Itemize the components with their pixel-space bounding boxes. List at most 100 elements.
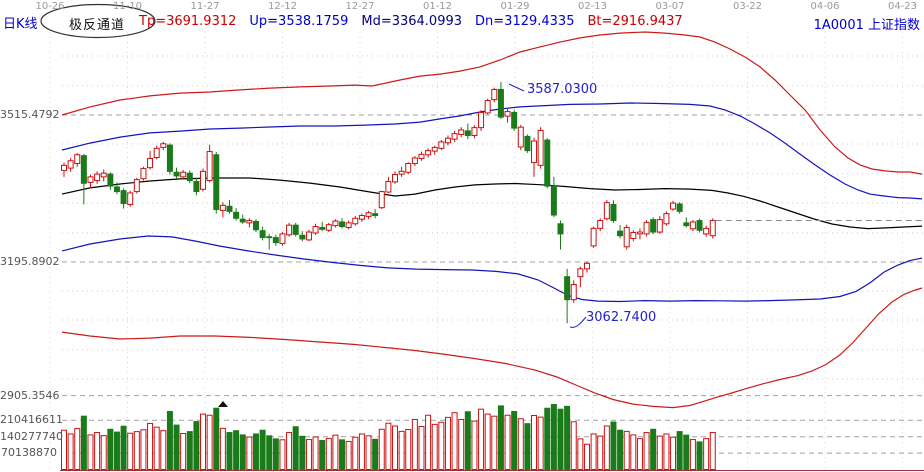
high-annotation-leader-line [508, 83, 525, 92]
volume-axis-label: 210416611 [0, 413, 63, 426]
kline-period-label[interactable]: 日K线 [3, 17, 38, 32]
candle-body [74, 154, 81, 165]
candle-body [670, 202, 677, 210]
channel-line-tp [61, 31, 923, 175]
date-tick-label: 12-12 [267, 1, 298, 12]
volume-bar [213, 407, 220, 470]
volume-bar [511, 411, 518, 470]
indicator-bt-value: Bt=2916.9437 [587, 14, 683, 29]
candle-body [325, 224, 332, 231]
candle-body [266, 236, 273, 239]
volume-axis-label: 140277740 [0, 430, 63, 443]
volume-bar [392, 425, 398, 470]
volume-bar [127, 432, 134, 470]
candle-body [259, 230, 266, 239]
candle-body [564, 276, 571, 301]
candle-body [345, 222, 352, 228]
candle-body [392, 174, 398, 183]
candle-body [676, 203, 683, 212]
date-axis: 10-26 11-10 11-27 12-12 12-27 01-12 01-29 02-13… [0, 0, 924, 14]
candle-body [544, 139, 551, 187]
volume-bar [345, 440, 352, 470]
high-price-annotation: 3587.0300 [527, 82, 598, 97]
candle-body [107, 173, 114, 187]
candle-body [140, 168, 147, 180]
volume-bar [286, 432, 293, 471]
volume-bar [478, 408, 485, 470]
volume-bar [305, 439, 312, 470]
price-axis-label: 3515.4792 [0, 108, 60, 121]
date-tick-label: 10-26 [35, 1, 65, 12]
volume-bar [504, 414, 511, 470]
candle-body [246, 220, 253, 224]
candle-body [643, 221, 650, 235]
volume-bar [564, 405, 571, 470]
candle-body [550, 185, 557, 216]
volume-bar [74, 428, 81, 470]
candle-body [696, 220, 703, 231]
candle-body [431, 146, 438, 152]
indicator-values-row: Tp=3691.9312 Up=3538.1759 Md=3364.0993 D… [139, 14, 683, 29]
date-tick-label: 03-22 [732, 1, 763, 12]
candle-body [305, 231, 312, 241]
volume-bar [610, 421, 617, 471]
indicator-callout-label: 极反通道 [69, 18, 126, 33]
volume-bar [597, 435, 604, 470]
volume-bar [663, 433, 670, 470]
volume-bar [405, 429, 412, 471]
volume-bar [319, 440, 326, 471]
candle-body [352, 217, 359, 225]
volume-bar [623, 430, 630, 471]
volume-bar [292, 426, 299, 470]
candle-body [153, 147, 160, 159]
candle-body [358, 215, 365, 220]
volume-bar [113, 431, 120, 470]
volume-bar [431, 423, 438, 470]
volume-bar [200, 413, 207, 471]
candle-body [398, 170, 405, 175]
symbol-name-label[interactable]: 1A0001 上证指数 [813, 18, 920, 33]
volume-bar [94, 432, 101, 471]
volume-bar [378, 428, 385, 471]
candle-body [464, 130, 471, 136]
candle-body [61, 164, 67, 171]
candle-body [193, 180, 200, 193]
volume-bar [160, 430, 167, 471]
volume-bar [650, 428, 657, 471]
volume-bar [246, 436, 253, 470]
volume-bar [100, 435, 107, 470]
candle-body [186, 172, 193, 182]
candle-body [425, 150, 432, 156]
candle-body [292, 224, 299, 235]
candle-body [484, 100, 491, 114]
volume-bar [299, 435, 306, 471]
candle-body [206, 151, 213, 182]
candle-body [67, 160, 74, 169]
price-axis-label: 3195.8902 [0, 255, 60, 268]
candle-body [372, 213, 379, 217]
volume-bar [147, 422, 154, 471]
volume-bar [352, 436, 359, 470]
candle-body [405, 163, 412, 173]
candle-body [226, 205, 233, 212]
candle-body [570, 284, 577, 301]
volume-bar [617, 429, 624, 470]
volume-bar [219, 427, 226, 470]
indicator-callout-ellipse [40, 3, 156, 39]
volume-bar [358, 433, 365, 470]
volume-bar [570, 421, 577, 471]
volume-bar [484, 413, 491, 471]
volume-bar [193, 421, 200, 471]
volume-bar [259, 429, 266, 470]
date-tick-label: 11-27 [190, 1, 220, 12]
volume-bar [709, 432, 716, 471]
volume-bar [550, 403, 557, 470]
volume-bar [418, 425, 425, 470]
candle-body [497, 88, 504, 118]
volume-bar [524, 423, 531, 471]
candle-body [219, 204, 226, 211]
volume-bar [332, 434, 339, 470]
candle-body [286, 224, 293, 236]
